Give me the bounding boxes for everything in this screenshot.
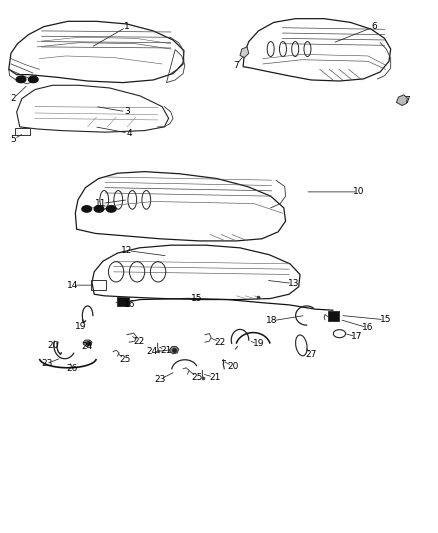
Text: 20: 20 [47, 341, 58, 350]
Text: 24: 24 [81, 342, 92, 351]
Text: 7: 7 [404, 96, 410, 104]
Text: 1: 1 [124, 22, 130, 31]
FancyBboxPatch shape [117, 297, 129, 306]
Text: 4: 4 [127, 129, 132, 138]
Text: 7: 7 [233, 61, 240, 69]
Text: 12: 12 [121, 246, 133, 255]
Text: 16: 16 [124, 301, 135, 309]
Ellipse shape [94, 206, 104, 212]
Text: 16: 16 [362, 324, 374, 332]
Polygon shape [83, 340, 92, 346]
Polygon shape [240, 47, 249, 58]
Polygon shape [170, 346, 179, 354]
Text: 23: 23 [154, 375, 166, 384]
Text: 2: 2 [11, 94, 16, 103]
Text: 24: 24 [147, 348, 158, 356]
Text: 13: 13 [288, 279, 299, 288]
Text: 19: 19 [253, 340, 264, 348]
Text: 21: 21 [209, 373, 220, 382]
Text: 26: 26 [67, 365, 78, 373]
Text: 17: 17 [351, 333, 363, 341]
Ellipse shape [28, 76, 38, 83]
Text: 5: 5 [10, 135, 16, 144]
Text: 14: 14 [67, 281, 78, 289]
Ellipse shape [16, 76, 26, 83]
Text: 3: 3 [124, 108, 130, 116]
Polygon shape [396, 95, 407, 106]
Text: 25: 25 [191, 373, 203, 382]
Text: 25: 25 [119, 356, 131, 364]
Text: 23: 23 [42, 359, 53, 368]
Text: 22: 22 [134, 337, 145, 345]
Text: 22: 22 [215, 338, 226, 346]
FancyBboxPatch shape [328, 311, 339, 321]
Text: 10: 10 [353, 188, 365, 196]
Text: 20: 20 [228, 362, 239, 370]
Text: 11: 11 [95, 199, 106, 208]
Text: 21: 21 [160, 346, 171, 355]
Text: 27: 27 [305, 350, 317, 359]
Text: 19: 19 [75, 322, 87, 330]
Text: 18: 18 [266, 317, 277, 325]
Ellipse shape [82, 206, 92, 212]
Ellipse shape [106, 206, 116, 212]
Text: 6: 6 [371, 22, 378, 31]
Text: 15: 15 [191, 294, 202, 303]
Text: 15: 15 [380, 316, 391, 324]
